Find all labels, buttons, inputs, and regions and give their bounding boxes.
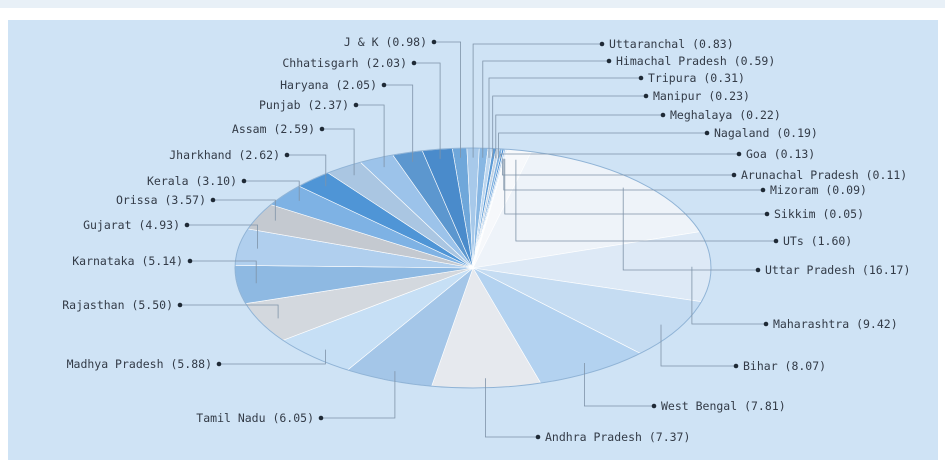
slice-label: Andhra Pradesh (7.37) (545, 430, 690, 444)
label-dot (535, 434, 541, 440)
label-dot (599, 41, 605, 47)
label-dot (184, 222, 190, 228)
leader-line (287, 154, 327, 187)
leader-line (322, 128, 355, 176)
slice-label: Karnataka (5.14) (72, 254, 183, 268)
slice-label: Mizoram (0.09) (770, 183, 867, 197)
leader-line (504, 158, 767, 215)
leader-line (180, 304, 279, 319)
leader-line (498, 132, 707, 159)
leader-line (384, 84, 414, 162)
slice-label: Meghalaya (0.22) (670, 108, 781, 122)
leader-line (190, 260, 257, 284)
leader-line (488, 77, 641, 158)
leader-line (622, 187, 758, 271)
slice-label: Sikkim (0.05) (774, 207, 864, 221)
slice-label: Goa (0.13) (746, 147, 815, 161)
label-dot (187, 258, 193, 264)
label-dot (210, 197, 216, 203)
slice-label: Gujarat (4.93) (83, 218, 180, 232)
slice-label: J & K (0.98) (344, 35, 427, 49)
label-dot (764, 211, 770, 217)
leader-line (660, 324, 736, 367)
label-dot (284, 152, 290, 158)
leader-line (472, 43, 602, 158)
label-dot (381, 82, 387, 88)
leader-line (434, 41, 462, 158)
slice-label: Maharashtra (9.42) (773, 317, 898, 331)
label-dot (177, 302, 183, 308)
label-dot (763, 321, 769, 327)
label-dot (736, 151, 742, 157)
label-dot (755, 267, 761, 273)
slice-label: Chhatisgarh (2.03) (282, 56, 407, 70)
slice-label: Nagaland (0.19) (714, 126, 818, 140)
label-dot (431, 39, 437, 45)
slice-labels: J & K (0.98) Uttaranchal (0.83) Himachal P… (62, 35, 910, 444)
label-dot (733, 363, 739, 369)
slice-label: Uttar Pradesh (16.17) (765, 263, 910, 277)
label-dot (660, 112, 666, 118)
leader-line (492, 95, 646, 158)
slice-label: Jharkhand (2.62) (169, 148, 280, 162)
leader-line (691, 266, 766, 325)
leader-line (484, 378, 538, 438)
leader-line (515, 159, 776, 242)
label-dot (638, 75, 644, 81)
leader-lines (177, 39, 779, 440)
slice-label: Orissa (3.57) (116, 193, 206, 207)
slice-label: Kerala (3.10) (147, 174, 237, 188)
slice-label: Tamil Nadu (6.05) (196, 411, 314, 425)
slice-label: Madhya Pradesh (5.88) (67, 357, 212, 371)
slice-label: UTs (1.60) (783, 234, 852, 248)
leader-line (219, 349, 326, 365)
slice-label: Himachal Pradesh (0.59) (616, 54, 775, 68)
slice-label: Rajasthan (5.50) (62, 298, 173, 312)
slice-label: Haryana (2.05) (280, 78, 377, 92)
label-dot (651, 403, 657, 409)
slice-label: Bihar (8.07) (743, 359, 826, 373)
slice-label: Assam (2.59) (232, 122, 315, 136)
leader-line (482, 60, 609, 158)
leader-line (495, 114, 663, 159)
slice-label: Tripura (0.31) (648, 71, 745, 85)
slice-label: West Bengal (7.81) (661, 399, 786, 413)
leader-line (356, 104, 385, 168)
label-dot (731, 172, 737, 178)
label-dot (318, 415, 324, 421)
slice-label: Punjab (2.37) (259, 98, 349, 112)
leader-line (414, 62, 441, 159)
slice-label: Arunachal Pradesh (0.11) (741, 168, 907, 182)
label-dot (704, 130, 710, 136)
label-dot (643, 93, 649, 99)
leader-line (501, 158, 734, 176)
label-dot (353, 102, 359, 108)
label-dot (606, 58, 612, 64)
label-dot (216, 361, 222, 367)
leader-line (503, 158, 763, 191)
leader-line (213, 199, 276, 221)
leader-line (187, 224, 258, 249)
label-dot (319, 126, 325, 132)
slice-label: Uttaranchal (0.83) (609, 37, 734, 51)
pie-slices (234, 147, 712, 389)
label-dot (411, 60, 417, 66)
top-strip (0, 0, 945, 8)
leader-line (584, 363, 654, 407)
leader-line (321, 371, 396, 419)
leader-line (500, 153, 739, 159)
label-dot (773, 238, 779, 244)
label-dot (241, 178, 247, 184)
slice-label: Manipur (0.23) (653, 89, 750, 103)
leader-line (244, 180, 300, 201)
label-dot (760, 187, 766, 193)
